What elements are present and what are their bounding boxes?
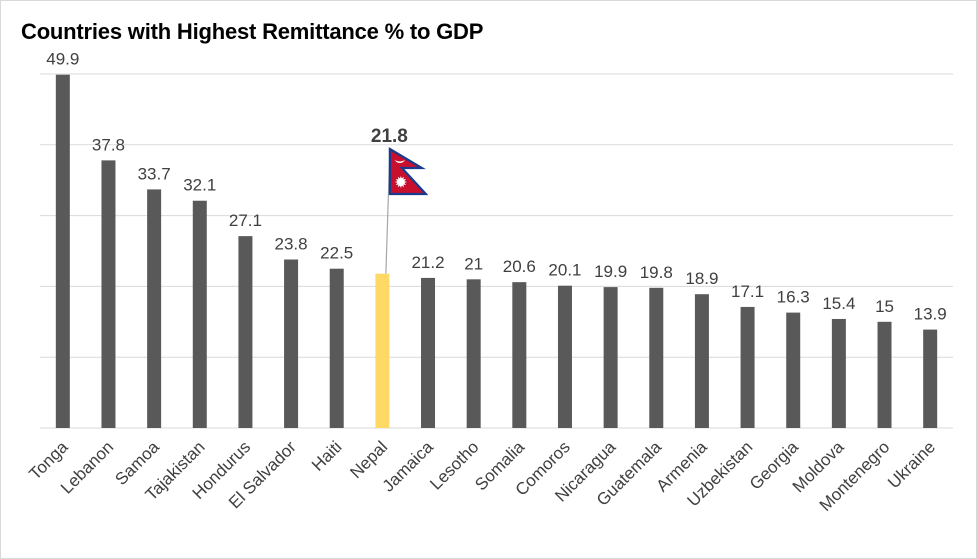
data-label: 32.1 — [183, 176, 216, 195]
gridlines — [40, 73, 953, 429]
data-label: 20.6 — [503, 257, 536, 276]
flag-sun — [394, 176, 407, 188]
bar-moldova — [831, 318, 846, 428]
flag-moon — [394, 159, 405, 163]
data-label: 13.9 — [914, 305, 947, 324]
x-tick-label: Haiti — [308, 437, 345, 474]
data-label-nepal: 21.8 — [371, 126, 408, 147]
nepal-flag-icon — [388, 147, 429, 196]
data-labels: 49.9 37.8 33.7 32.1 27.1 23.8 22.5 21.8 21.2 21 20… — [46, 50, 946, 324]
bar-guatemala — [649, 287, 664, 428]
nepal-flag-marker — [385, 147, 429, 274]
bar-el-salvador — [284, 259, 299, 428]
data-label: 18.9 — [685, 269, 718, 288]
bar-montenegro — [877, 321, 892, 428]
data-label: 22.5 — [320, 244, 353, 263]
bar-tajakistan — [192, 200, 207, 428]
x-tick-label: Ukraine — [884, 437, 939, 492]
bar-comoros — [557, 285, 572, 428]
bar-armenia — [694, 294, 709, 428]
data-label: 21.2 — [411, 253, 444, 272]
bar-hondurus — [238, 236, 253, 428]
bar-jamaica — [421, 277, 436, 428]
bar-nepal — [375, 273, 390, 428]
data-label: 37.8 — [92, 135, 125, 154]
bar-nicaragua — [603, 287, 618, 428]
data-label: 15 — [875, 297, 894, 316]
x-tick-label: Jamaica — [379, 437, 438, 496]
x-tick-label: Lesotho — [426, 437, 482, 493]
data-label: 33.7 — [138, 164, 171, 183]
data-label: 20.1 — [548, 261, 581, 280]
bar-tonga — [55, 74, 70, 428]
data-label: 15.4 — [822, 294, 855, 313]
data-label: 19.9 — [594, 262, 627, 281]
bar-ukraine — [923, 329, 938, 428]
bar-uzbekistan — [740, 306, 755, 428]
bar-lesotho — [466, 279, 481, 428]
bar-somalia — [512, 282, 527, 428]
bar-lebanon — [101, 160, 116, 428]
data-label: 21 — [464, 254, 483, 273]
data-label: 49.9 — [46, 50, 79, 69]
data-label: 23.8 — [275, 234, 308, 253]
data-label: 19.8 — [640, 263, 673, 282]
bar-georgia — [786, 312, 801, 428]
bar-haiti — [329, 268, 344, 428]
chart-title: Countries with Highest Remittance % to G… — [21, 19, 484, 44]
bars — [55, 74, 938, 428]
bar-samoa — [147, 189, 162, 428]
data-label: 17.1 — [731, 282, 764, 301]
data-label: 16.3 — [777, 288, 810, 307]
data-label: 27.1 — [229, 211, 262, 230]
